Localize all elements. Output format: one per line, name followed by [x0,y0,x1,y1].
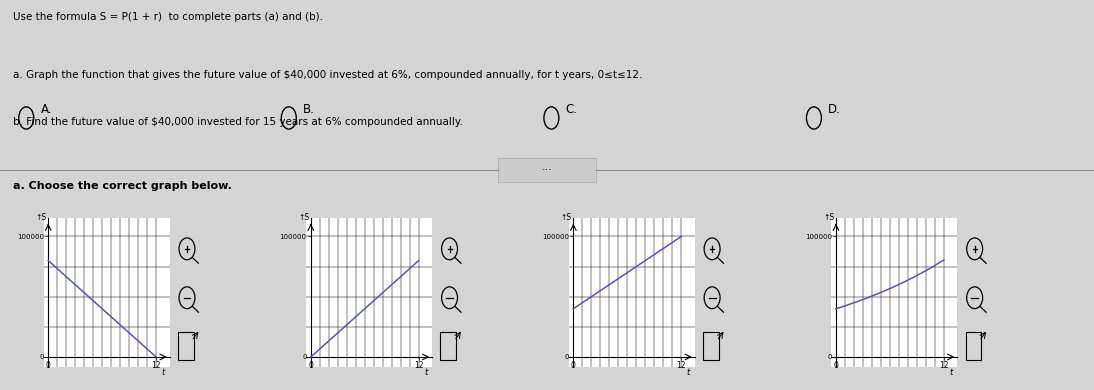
Text: b. Find the future value of $40,000 invested for 15 years at 6% compounded annua: b. Find the future value of $40,000 inve… [13,117,463,127]
Text: ↑S: ↑S [35,213,47,222]
Text: t: t [950,368,953,377]
Text: ↑S: ↑S [298,213,310,222]
Text: ↑S: ↑S [560,213,572,222]
Text: a. Graph the function that gives the future value of $40,000 invested at 6%, com: a. Graph the function that gives the fut… [13,70,642,80]
Text: a. Choose the correct graph below.: a. Choose the correct graph below. [13,181,232,191]
Text: C.: C. [566,103,578,116]
Text: t: t [687,368,690,377]
Text: ↑S: ↑S [823,213,835,222]
Text: ···: ··· [542,165,552,175]
Text: Use the formula S = P(1 + r)  to complete parts (a) and (b).: Use the formula S = P(1 + r) to complete… [13,12,323,22]
Text: t: t [424,368,428,377]
Text: B.: B. [303,103,315,116]
Text: D.: D. [828,103,841,116]
Text: t: t [162,368,165,377]
Text: A.: A. [40,103,53,116]
